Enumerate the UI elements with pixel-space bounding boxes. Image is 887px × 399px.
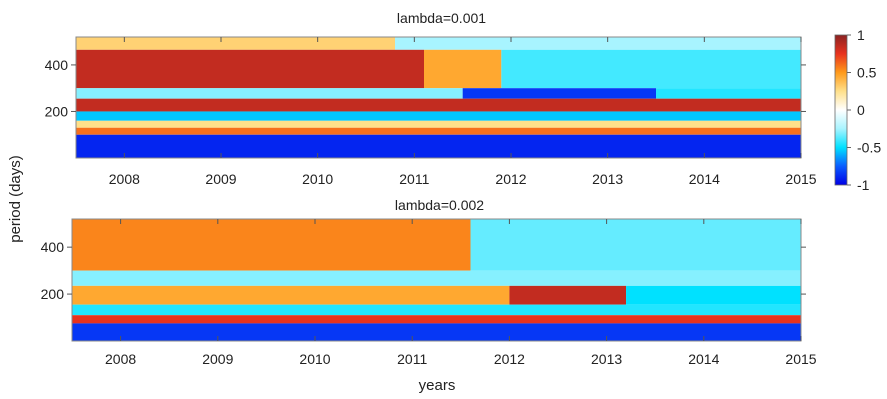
heatmap-band bbox=[509, 285, 627, 305]
x-tick-label: 2011 bbox=[399, 171, 429, 187]
heatmap-band bbox=[76, 120, 801, 128]
x-tick-label: 2011 bbox=[397, 351, 427, 367]
colorbar-tick-label: -0.5 bbox=[857, 140, 881, 156]
heatmap-band bbox=[76, 134, 801, 158]
heatmap-panel-lambda-0001: lambda=0.001 2008 2009 2010 2011 2012 2013 201… bbox=[45, 10, 817, 187]
heatmap-band bbox=[72, 285, 510, 305]
heatmap-band bbox=[72, 323, 801, 341]
x-ticks-bottom: 2008 2009 2010 2011 2012 2013 2014 2015 bbox=[105, 219, 817, 367]
y-ticks-bottom: 200 400 bbox=[41, 239, 806, 302]
colorbar-tick-label: -1 bbox=[857, 177, 870, 193]
colorbar-tick-label: 0 bbox=[857, 102, 865, 118]
plot-frame-bottom bbox=[71, 218, 802, 342]
x-tick-label: 2009 bbox=[202, 351, 233, 367]
x-tick-label: 2009 bbox=[205, 171, 236, 187]
x-tick-label: 2010 bbox=[302, 171, 333, 187]
x-tick-label: 2008 bbox=[105, 351, 136, 367]
y-axis-title: period (days) bbox=[7, 155, 24, 243]
x-tick-label: 2015 bbox=[785, 351, 816, 367]
panel-title-top: lambda=0.001 bbox=[397, 10, 486, 26]
x-tick-label: 2013 bbox=[592, 171, 623, 187]
x-axis-title: years bbox=[419, 377, 456, 394]
x-tick-label: 2012 bbox=[495, 171, 526, 187]
heatmap-cells-bottom bbox=[72, 219, 801, 341]
colorbar-ticks: 1 0.5 0 -0.5 -1 bbox=[847, 27, 881, 193]
heatmap-band bbox=[76, 127, 801, 135]
heatmap-band bbox=[76, 111, 801, 121]
x-tick-label: 2015 bbox=[785, 171, 816, 187]
y-tick-label: 400 bbox=[45, 57, 69, 73]
x-tick-label: 2008 bbox=[109, 171, 140, 187]
heatmap-band bbox=[76, 88, 463, 99]
heatmap-band bbox=[76, 98, 801, 112]
y-tick-label: 200 bbox=[41, 286, 65, 302]
heatmap-band bbox=[395, 37, 801, 50]
y-tick-label: 200 bbox=[45, 103, 69, 119]
heatmap-band bbox=[76, 37, 395, 50]
heatmap-band bbox=[72, 304, 801, 316]
heatmap-band bbox=[72, 270, 801, 286]
heatmap-band bbox=[501, 49, 801, 89]
x-tick-label: 2014 bbox=[689, 171, 720, 187]
x-ticks-top: 2008 2009 2010 2011 2012 2013 2014 2015 bbox=[109, 37, 817, 187]
panel-title-bottom: lambda=0.002 bbox=[395, 197, 484, 213]
plot-frame-top bbox=[75, 36, 802, 159]
heatmap-band bbox=[462, 88, 656, 99]
y-ticks-top: 200 400 bbox=[45, 57, 806, 119]
heatmap-band bbox=[626, 285, 801, 305]
y-tick-label: 400 bbox=[41, 239, 65, 255]
heatmap-band bbox=[72, 219, 471, 271]
x-tick-label: 2014 bbox=[688, 351, 719, 367]
colorbar-tick-label: 1 bbox=[857, 27, 865, 43]
heatmap-band bbox=[72, 315, 801, 324]
colorbar-gradient bbox=[834, 34, 848, 186]
x-tick-label: 2010 bbox=[299, 351, 330, 367]
colorbar: 1 0.5 0 -0.5 -1 bbox=[834, 27, 881, 193]
heatmap-band bbox=[656, 88, 801, 99]
heatmap-cells-top bbox=[76, 37, 801, 158]
colorbar-tick-label: 0.5 bbox=[857, 65, 877, 81]
heatmap-band bbox=[76, 49, 424, 89]
x-tick-label: 2013 bbox=[591, 351, 622, 367]
heatmap-band bbox=[424, 49, 502, 89]
heatmap-band bbox=[470, 219, 801, 271]
heatmap-panel-lambda-0002: lambda=0.002 2008 2009 2010 2011 2012 2013 201… bbox=[41, 197, 817, 367]
x-tick-label: 2012 bbox=[494, 351, 525, 367]
